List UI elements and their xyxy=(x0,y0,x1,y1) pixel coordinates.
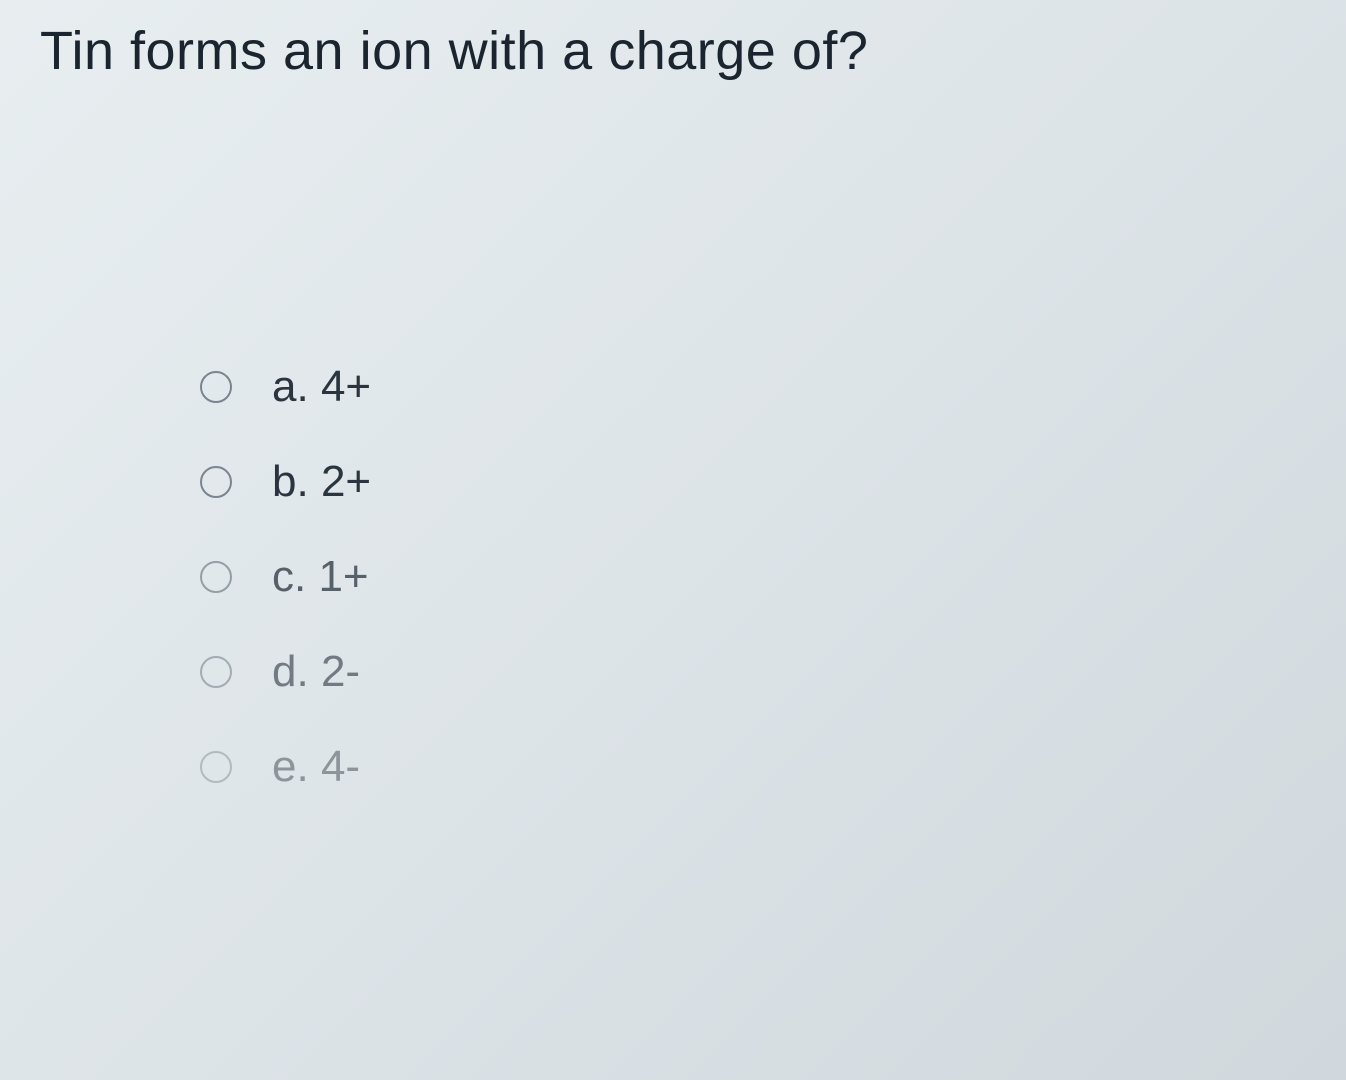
option-letter: a xyxy=(272,362,296,411)
option-b[interactable]: b. 2+ xyxy=(200,457,1306,507)
option-label-c: c. 1+ xyxy=(272,552,369,602)
options-list: a. 4+ b. 2+ c. 1+ d. 2- xyxy=(200,362,1306,792)
radio-button-b[interactable] xyxy=(200,466,232,498)
option-value: 1+ xyxy=(318,552,368,601)
option-value: 4- xyxy=(321,742,360,791)
option-label-e: e. 4- xyxy=(272,742,360,792)
option-value: 2+ xyxy=(321,457,371,506)
option-value: 2- xyxy=(321,647,360,696)
option-e[interactable]: e. 4- xyxy=(200,742,1306,792)
option-label-a: a. 4+ xyxy=(272,362,371,412)
option-letter: b xyxy=(272,457,296,506)
option-d[interactable]: d. 2- xyxy=(200,647,1306,697)
radio-button-d[interactable] xyxy=(200,656,232,688)
option-c[interactable]: c. 1+ xyxy=(200,552,1306,602)
option-label-b: b. 2+ xyxy=(272,457,371,507)
option-letter: e xyxy=(272,742,296,791)
radio-button-a[interactable] xyxy=(200,371,232,403)
option-letter: c xyxy=(272,552,294,601)
question-text: Tin forms an ion with a charge of? xyxy=(40,20,1306,82)
quiz-question-container: Tin forms an ion with a charge of? a. 4+… xyxy=(0,0,1346,857)
option-a[interactable]: a. 4+ xyxy=(200,362,1306,412)
option-letter: d xyxy=(272,647,296,696)
option-value: 4+ xyxy=(321,362,371,411)
radio-button-c[interactable] xyxy=(200,561,232,593)
option-label-d: d. 2- xyxy=(272,647,360,697)
radio-button-e[interactable] xyxy=(200,751,232,783)
